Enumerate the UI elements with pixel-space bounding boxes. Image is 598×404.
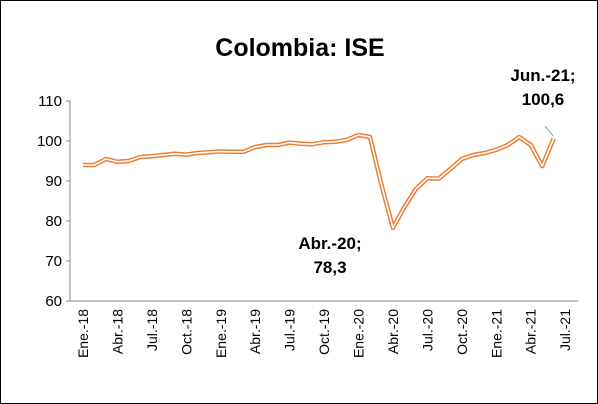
x-tick-label: Ene.-21 xyxy=(488,309,504,358)
annotation-leader xyxy=(544,125,554,137)
annotation: 78,3 xyxy=(313,258,346,277)
annotation: Abr.-20; xyxy=(298,234,361,253)
y-tick-label: 90 xyxy=(45,173,62,190)
line-inner xyxy=(83,134,555,229)
y-tick-label: 110 xyxy=(38,93,62,110)
x-tick-label: Oct.-18 xyxy=(178,309,194,355)
x-tick-label: Jul.-18 xyxy=(144,309,160,351)
x-tick-label: Oct.-19 xyxy=(316,309,332,355)
annotation: 100,6 xyxy=(522,90,565,109)
x-tick-label: Abr.-21 xyxy=(523,309,539,354)
y-tick-label: 70 xyxy=(45,253,62,270)
x-tick-label: Jul.-21 xyxy=(557,309,573,351)
x-tick-label: Ene.-20 xyxy=(351,309,367,358)
annotation: Jun.-21; xyxy=(510,66,575,85)
x-tick-label: Jul.-19 xyxy=(282,309,298,351)
y-tick-label: 60 xyxy=(45,293,62,310)
y-tick-label: 80 xyxy=(45,213,62,230)
x-tick-label: Jul.-20 xyxy=(419,309,435,351)
chart-title: Colombia: ISE xyxy=(215,34,384,62)
y-tick-label: 100 xyxy=(37,133,62,150)
x-tick-label: Abr.-18 xyxy=(109,309,125,354)
x-tick-label: Ene.-18 xyxy=(75,309,91,358)
x-tick-label: Oct.-20 xyxy=(454,309,470,355)
x-tick-label: Ene.-19 xyxy=(213,309,229,358)
x-tick-label: Abr.-20 xyxy=(385,309,401,354)
x-tick-label: Abr.-19 xyxy=(247,309,263,354)
